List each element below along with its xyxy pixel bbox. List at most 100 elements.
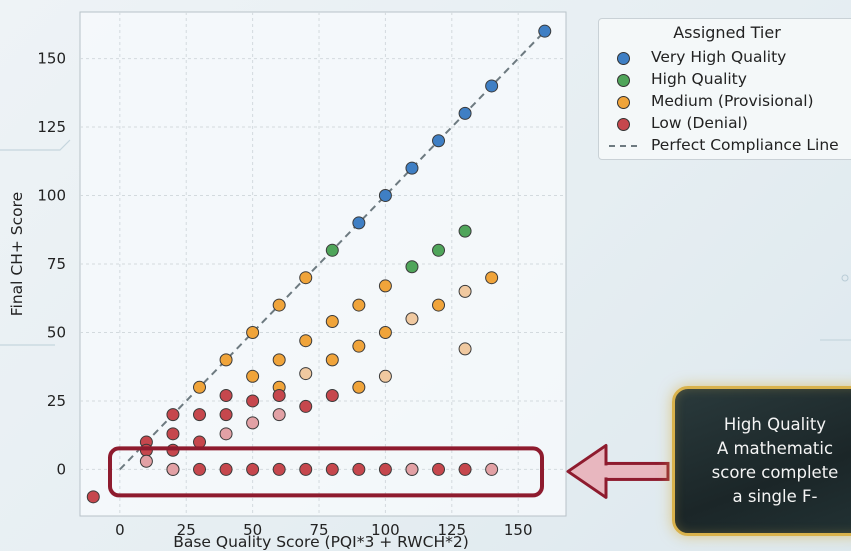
data-point-low-denial: [219, 427, 233, 441]
data-point-medium-provisional: [352, 298, 366, 312]
legend-label: Perfect Compliance Line: [651, 136, 839, 154]
legend-marker-icon: [617, 74, 630, 87]
x-tick-label: 25: [177, 521, 196, 539]
data-point-low-denial: [272, 462, 286, 476]
callout-line-2: A mathematic: [716, 439, 834, 458]
data-point-low-denial: [219, 388, 233, 402]
legend-label: High Quality: [651, 70, 747, 88]
data-point-low-denial: [299, 399, 313, 413]
data-point-very-high-quality: [378, 189, 392, 203]
data-point-medium-provisional: [246, 369, 260, 383]
data-point-medium-provisional: [352, 380, 366, 394]
data-point-low-denial: [246, 416, 260, 430]
callout-arrow: [566, 443, 670, 499]
data-point-low-denial: [272, 388, 286, 402]
data-point-low-denial: [272, 408, 286, 422]
y-tick-label: 25: [47, 392, 66, 410]
x-axis-label: Base Quality Score (PQI*3 + RWCH*2): [173, 533, 469, 551]
legend-item-low-denial: Low (Denial): [605, 113, 851, 135]
data-point-high-quality: [325, 243, 339, 257]
legend-item-perfect-compliance-line: Perfect Compliance Line: [605, 135, 851, 157]
data-point-low-denial: [193, 435, 207, 449]
callout-line-1: High Quality: [723, 415, 827, 434]
legend-item-high-quality: High Quality: [605, 69, 851, 91]
data-point-low-denial: [299, 462, 313, 476]
data-point-very-high-quality: [352, 216, 366, 230]
data-point-low-denial: [166, 408, 180, 422]
data-point-medium-provisional: [272, 298, 286, 312]
arrow-joint: [600, 465, 608, 478]
data-point-low-denial: [193, 462, 207, 476]
data-point-low-denial: [378, 462, 392, 476]
data-point-very-high-quality: [458, 106, 472, 120]
data-point-medium-provisional: [485, 271, 499, 285]
data-point-very-high-quality: [485, 79, 499, 93]
data-point-medium-provisional: [325, 353, 339, 367]
callout-line-3: score complete: [711, 463, 839, 482]
data-point-medium-provisional: [219, 353, 233, 367]
data-point-medium-provisional: [458, 342, 472, 356]
zero-score-highlight-box: [108, 446, 544, 498]
x-tick-label: 50: [243, 521, 262, 539]
callout-line-4: a single F-: [732, 487, 818, 506]
y-tick-label: 75: [47, 255, 66, 273]
data-point-high-quality: [432, 243, 446, 257]
background-decoration: [0, 139, 851, 346]
data-point-low-denial: [246, 462, 260, 476]
legend-marker-icon: [617, 96, 630, 109]
data-point-medium-provisional: [458, 284, 472, 298]
data-point-low-denial: [219, 408, 233, 422]
gridlines: [80, 12, 566, 516]
x-tick-label: 150: [504, 521, 533, 539]
data-point-very-high-quality: [432, 134, 446, 148]
data-point-low-denial: [325, 462, 339, 476]
data-point-low-denial: [432, 462, 446, 476]
data-point-medium-provisional: [405, 312, 419, 326]
x-tick-label: 125: [437, 521, 466, 539]
data-point-low-denial: [166, 462, 180, 476]
data-point-low-denial: [193, 408, 207, 422]
dashed-line-icon: [609, 145, 637, 147]
arrow-shaft: [600, 461, 670, 481]
x-tick-label: 100: [371, 521, 400, 539]
y-tick-label: 0: [56, 460, 66, 478]
data-point-medium-provisional: [378, 279, 392, 293]
data-point-medium-provisional: [299, 334, 313, 348]
data-point-medium-provisional: [246, 325, 260, 339]
data-point-medium-provisional: [378, 325, 392, 339]
data-point-very-high-quality: [405, 161, 419, 175]
x-tick-label: 0: [115, 521, 125, 539]
data-point-medium-provisional: [299, 367, 313, 381]
data-point-medium-provisional: [432, 298, 446, 312]
data-point-low-denial: [405, 462, 419, 476]
data-point-medium-provisional: [352, 339, 366, 353]
data-point-low-denial: [219, 462, 233, 476]
data-point-medium-provisional: [272, 353, 286, 367]
y-tick-label: 100: [37, 187, 66, 205]
data-point-medium-provisional: [378, 369, 392, 383]
data-point-low-denial: [458, 462, 472, 476]
legend-title: Assigned Tier: [673, 23, 781, 42]
data-point-low-denial: [325, 388, 339, 402]
circuit-node-decoration: [841, 274, 849, 282]
data-point-low-denial: [86, 490, 100, 504]
legend-label: Very High Quality: [651, 48, 787, 66]
y-axis-label: Final CH+ Score: [8, 192, 26, 316]
data-point-low-denial: [166, 427, 180, 441]
tick-labels: 0 25 50 75 100 125 150 0 25 50 75 100 125 150: [37, 50, 532, 539]
annotation-callout: High Quality A mathematic score complete…: [672, 386, 851, 536]
legend-marker-icon: [617, 52, 630, 65]
data-point-high-quality: [405, 260, 419, 274]
legend-item-very-high-quality: Very High Quality: [605, 47, 851, 69]
circuit-line-decoration: [0, 139, 71, 151]
data-point-high-quality: [458, 224, 472, 238]
data-point-low-denial: [246, 394, 260, 408]
x-tick-label: 75: [309, 521, 328, 539]
legend-label: Medium (Provisional): [651, 92, 814, 110]
data-point-very-high-quality: [538, 24, 552, 38]
legend-marker-icon: [617, 118, 630, 131]
y-tick-label: 125: [37, 118, 66, 136]
legend-label: Low (Denial): [651, 114, 748, 132]
data-points: [86, 24, 552, 504]
